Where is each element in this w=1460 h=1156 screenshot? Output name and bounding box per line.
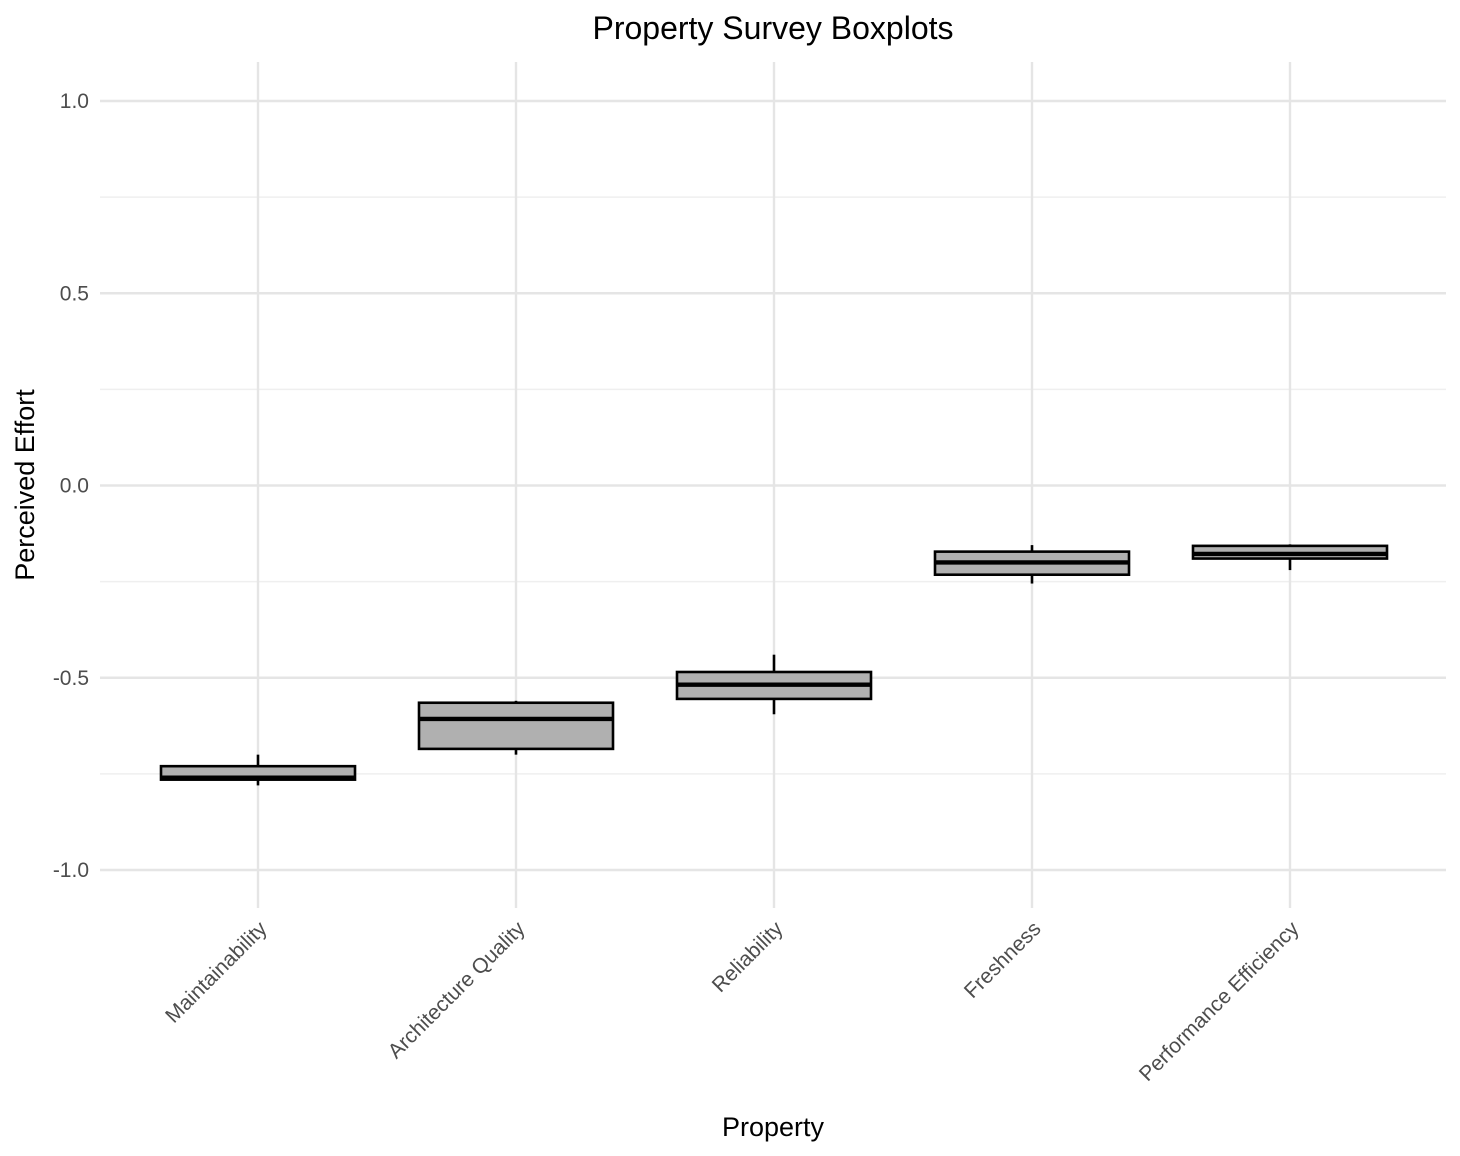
boxplot-series (159, 544, 1389, 786)
y-tick-label: 1.0 (60, 90, 89, 113)
y-tick-label: 0.0 (60, 475, 89, 498)
x-axis-title: Property (722, 1112, 825, 1142)
x-axis-ticks: Maintainability Architecture Quality Relia… (161, 917, 1304, 1086)
x-tick-label: Freshness (960, 917, 1046, 1003)
y-tick-label: -0.5 (53, 667, 89, 690)
box-performance-efficiency (1191, 544, 1389, 571)
box-reliability (675, 654, 873, 715)
box-iqr (417, 701, 615, 751)
x-tick-label: Reliability (708, 917, 788, 997)
x-tick-label: Architecture Quality (384, 917, 530, 1063)
y-tick-label: 0.5 (60, 282, 89, 305)
chart-title: Property Survey Boxplots (592, 10, 953, 46)
x-tick-label: Maintainability (161, 917, 272, 1028)
box-freshness (933, 545, 1131, 584)
y-axis-ticks: -1.0 -0.5 0.0 0.5 1.0 (53, 90, 89, 882)
box-maintainability (159, 754, 357, 786)
y-tick-label: -1.0 (53, 859, 89, 882)
box-architecture-quality (417, 700, 615, 755)
y-axis-title: Perceived Effort (10, 389, 40, 581)
grid (100, 62, 1446, 908)
x-tick-label: Performance Efficiency (1135, 917, 1304, 1086)
